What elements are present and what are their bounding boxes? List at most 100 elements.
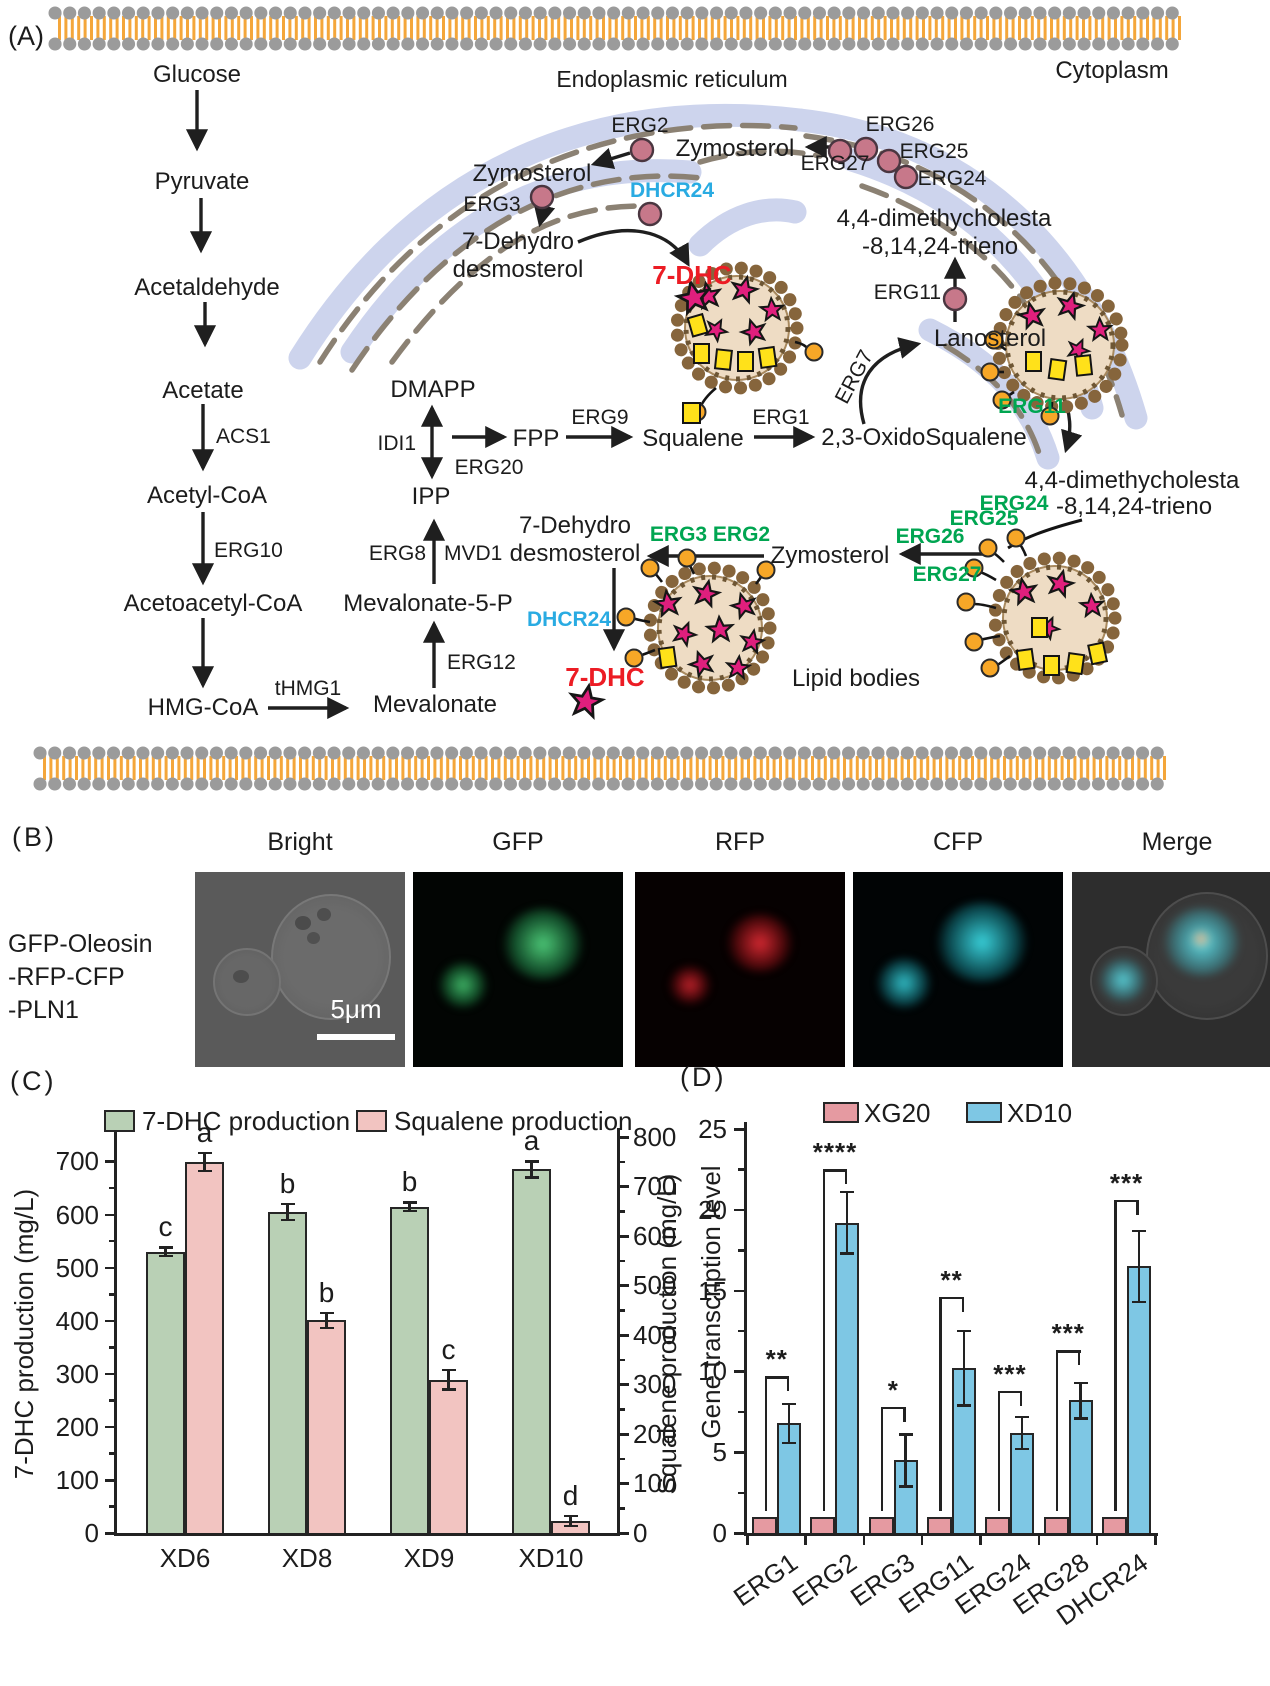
c-bar-squalene [429, 1379, 468, 1533]
c-left-tick [105, 1213, 114, 1217]
node-7dehydro-bottom-1: 7-Dehydro [519, 512, 631, 539]
c-7dhc-error-cap [524, 1176, 539, 1179]
c-x-label: XD9 [403, 1543, 455, 1573]
d-bar-xd10 [777, 1423, 801, 1533]
c-7dhc-error-bar [530, 1161, 533, 1178]
node-pyruvate: Pyruvate [155, 168, 250, 195]
c-left-tick [105, 1478, 114, 1482]
d-x-tick [746, 1536, 749, 1545]
c-squalene-error-cap [197, 1151, 212, 1155]
c-right-tick-label: 100 [633, 1468, 677, 1499]
c-squalene-error-bar [569, 1515, 572, 1526]
enzyme-erg24-green: ERG24 [980, 492, 1049, 515]
node-oxidosqualene: 2,3-OxidoSqualene [821, 424, 1026, 451]
c-bar-squalene [307, 1320, 346, 1533]
node-acetate: Acetate [162, 377, 243, 404]
d-x-label: DHCR24 [1050, 1547, 1154, 1632]
d-y-tick [734, 1451, 744, 1454]
c-x-label: XD6 [159, 1543, 211, 1573]
c-left-axis [114, 1128, 117, 1533]
node-7dehydro-bottom-2: desmosterol [510, 540, 641, 567]
c-right-tick-label: 0 [633, 1518, 648, 1548]
d-legend-swatch-xd10 [966, 1102, 1002, 1123]
c-squalene-error-cap [563, 1514, 578, 1518]
c-left-minor-tick [109, 1452, 114, 1455]
c-7dhc-error-bar [164, 1247, 167, 1256]
c-right-tick [620, 1432, 629, 1436]
d-sig-bracket-h [822, 1169, 848, 1172]
d-sig-bracket-left [939, 1297, 942, 1511]
c-x-label: XD8 [281, 1543, 333, 1573]
micrograph-cfp [853, 872, 1063, 1067]
column-header-cfp: CFP [933, 828, 983, 856]
c-squalene-error-cap [563, 1524, 578, 1527]
enzyme-thmg1: tHMG1 [275, 677, 342, 700]
c-squalene-error-cap [319, 1311, 334, 1315]
d-y-tick-label: 25 [698, 1114, 727, 1144]
d-sig-bracket-right [786, 1376, 789, 1392]
c-bar-7dhc [512, 1169, 551, 1533]
d-x-label: ERG28 [1007, 1547, 1095, 1621]
d-sig-bracket-right [1078, 1350, 1081, 1366]
c-left-tick [105, 1425, 114, 1429]
d-y-tick [734, 1532, 744, 1535]
lipid-body-squares [686, 312, 778, 372]
node-lanosterol: Lanosterol [934, 325, 1046, 352]
d-error-bar [962, 1331, 966, 1406]
c-right-tick [620, 1284, 629, 1288]
enzyme-idi1: IDI1 [377, 432, 416, 455]
c-right-minor-tick [620, 1309, 625, 1312]
cell-granule [317, 908, 331, 921]
scale-bar [317, 1034, 395, 1040]
c-right-tick-label: 500 [633, 1270, 677, 1301]
c-legend-swatch-7dhc [104, 1110, 135, 1132]
d-x-tick [1037, 1536, 1041, 1545]
d-bar-xg20 [926, 1516, 952, 1533]
c-right-tick-label: 200 [633, 1418, 677, 1449]
d-x-label: ERG24 [949, 1547, 1037, 1621]
d-y-minor-tick [738, 1249, 744, 1252]
c-7dhc-error-cap [524, 1160, 539, 1163]
d-y-minor-tick [738, 1168, 744, 1171]
enzyme-erg26-top: ERG26 [866, 113, 935, 136]
d-sig-bracket-left [881, 1406, 884, 1511]
d-error-cap [1073, 1381, 1088, 1385]
c-7dhc-error-cap [280, 1218, 295, 1222]
c-right-axis [617, 1128, 620, 1533]
d-sig-bracket-h [881, 1406, 906, 1410]
c-bottom-axis [114, 1533, 620, 1536]
node-dmapp: DMAPP [390, 376, 475, 403]
merge-signal-blob [1100, 958, 1146, 1002]
d-error-cap [1015, 1447, 1030, 1451]
c-left-tick [105, 1266, 114, 1270]
c-7dhc-error-cap [280, 1202, 295, 1206]
c-bar-squalene [185, 1161, 224, 1533]
d-y-tick-label: 5 [712, 1437, 727, 1468]
d-sig-bracket-left [1114, 1200, 1117, 1511]
d-error-cap [840, 1191, 855, 1194]
d-x-tick [1154, 1536, 1157, 1545]
c-squalene-error-cap [319, 1326, 334, 1329]
strain-line-1: GFP-Oleosin [8, 930, 153, 958]
enzyme-erg11-top: ERG11 [874, 281, 941, 304]
c-right-tick-label: 700 [633, 1171, 677, 1202]
c-right-tick [620, 1383, 629, 1387]
node-acetoacetyl-coa: Acetoacetyl-CoA [124, 590, 303, 617]
d-x-label: ERG3 [844, 1547, 920, 1613]
cfp-signal-blob [937, 902, 1027, 982]
c-right-minor-tick [620, 1408, 625, 1411]
d-sig-bracket-right [1136, 1200, 1139, 1216]
squalene-square-icon [682, 402, 701, 424]
cell-outline-large [271, 894, 391, 1020]
d-y-tick [734, 1289, 744, 1293]
d-sig-stars: *** [993, 1358, 1027, 1389]
enzyme-erg3-erg2-green: ERG3 ERG2 [650, 523, 770, 546]
c-left-tick-label: 600 [55, 1199, 99, 1230]
d-sig-stars: *** [1109, 1168, 1144, 1199]
d-bar-xd10 [1068, 1400, 1093, 1533]
c-right-tick-label: 400 [633, 1319, 677, 1350]
c-right-axis-title: Squalene production (mg/L) [652, 1173, 682, 1495]
c-left-tick-label: 400 [55, 1305, 99, 1336]
d-error-cap [898, 1485, 913, 1488]
